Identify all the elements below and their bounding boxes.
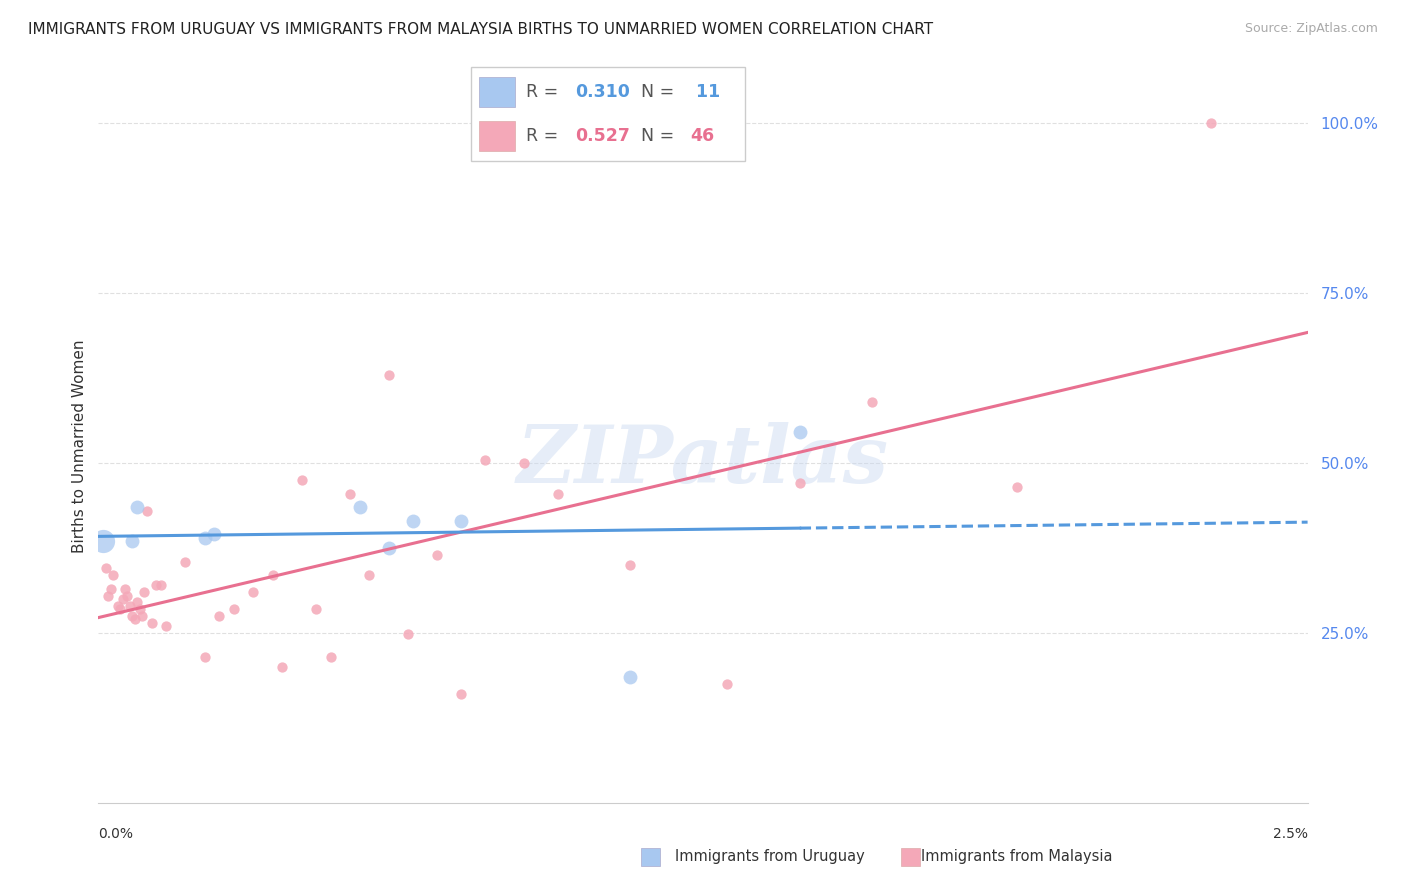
Point	[194, 649, 217, 664]
Point	[118, 599, 141, 613]
Point	[789, 425, 811, 440]
Point	[271, 660, 294, 674]
Point	[100, 582, 122, 596]
Point	[155, 619, 177, 633]
Point	[377, 368, 399, 382]
Point	[117, 589, 139, 603]
Text: 0.310: 0.310	[575, 83, 630, 101]
FancyBboxPatch shape	[901, 848, 920, 866]
Point	[789, 476, 811, 491]
Point	[108, 602, 131, 616]
Point	[860, 394, 883, 409]
Point	[127, 595, 149, 609]
Text: Source: ZipAtlas.com: Source: ZipAtlas.com	[1244, 22, 1378, 36]
Point	[150, 578, 173, 592]
FancyBboxPatch shape	[479, 78, 515, 107]
Text: ZIPatlas: ZIPatlas	[517, 422, 889, 499]
Point	[474, 452, 496, 467]
Point	[547, 486, 569, 500]
Point	[377, 541, 399, 555]
Point	[262, 568, 284, 582]
Point	[1007, 480, 1029, 494]
Text: 0.0%: 0.0%	[98, 828, 134, 841]
Point	[619, 670, 641, 684]
Text: Immigrants from Uruguay: Immigrants from Uruguay	[675, 849, 865, 863]
Point	[513, 456, 536, 470]
Text: N =: N =	[641, 83, 679, 101]
Point	[349, 500, 371, 515]
FancyBboxPatch shape	[641, 848, 659, 866]
Point	[91, 534, 114, 549]
Text: 11: 11	[690, 83, 721, 101]
Point	[339, 486, 361, 500]
Point	[121, 534, 143, 549]
Point	[127, 500, 149, 515]
Point	[319, 649, 342, 664]
Point	[128, 602, 150, 616]
Point	[359, 568, 381, 582]
Text: R =: R =	[526, 128, 564, 145]
Point	[450, 514, 472, 528]
Point	[396, 627, 419, 641]
Point	[242, 585, 264, 599]
Point	[619, 558, 641, 572]
FancyBboxPatch shape	[479, 121, 515, 152]
Point	[131, 608, 153, 623]
Point	[111, 591, 134, 606]
Text: Immigrants from Malaysia: Immigrants from Malaysia	[921, 849, 1112, 863]
Text: N =: N =	[641, 128, 679, 145]
Point	[450, 687, 472, 701]
Point	[124, 612, 146, 626]
Text: 46: 46	[690, 128, 714, 145]
Point	[426, 548, 449, 562]
Point	[134, 585, 156, 599]
Text: 0.527: 0.527	[575, 128, 630, 145]
Text: IMMIGRANTS FROM URUGUAY VS IMMIGRANTS FROM MALAYSIA BIRTHS TO UNMARRIED WOMEN CO: IMMIGRANTS FROM URUGUAY VS IMMIGRANTS FR…	[28, 22, 934, 37]
Point	[101, 568, 124, 582]
Point	[141, 615, 163, 630]
Point	[204, 527, 226, 541]
Point	[305, 602, 328, 616]
Text: 2.5%: 2.5%	[1272, 828, 1308, 841]
Point	[402, 514, 425, 528]
Text: R =: R =	[526, 83, 564, 101]
Point	[208, 608, 231, 623]
Point	[121, 608, 143, 623]
Y-axis label: Births to Unmarried Women: Births to Unmarried Women	[72, 339, 87, 553]
Point	[1199, 116, 1222, 130]
Point	[107, 599, 129, 613]
Point	[114, 582, 136, 596]
Point	[145, 578, 167, 592]
Point	[194, 531, 217, 545]
Point	[94, 561, 117, 575]
Point	[716, 677, 738, 691]
FancyBboxPatch shape	[471, 67, 745, 161]
Point	[222, 602, 245, 616]
Point	[135, 503, 157, 517]
Point	[290, 473, 312, 487]
Point	[174, 555, 197, 569]
Point	[97, 589, 120, 603]
